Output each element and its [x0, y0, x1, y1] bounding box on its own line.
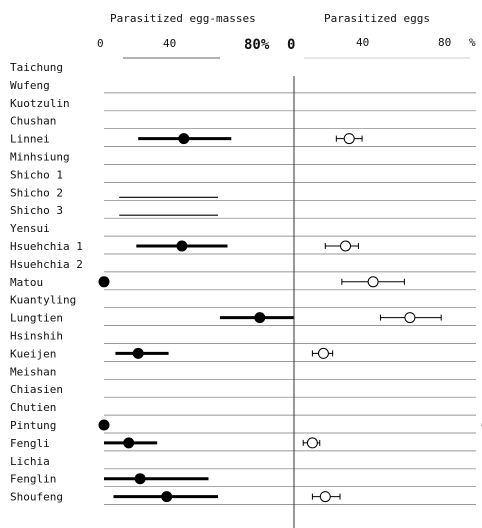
- egg-masses-point-5: [98, 419, 110, 431]
- rows: Taichung Wufeng Kuotzulin Chushan Linnei Minh…: [10, 61, 476, 505]
- egg-masses-point-3: [254, 312, 266, 324]
- site-label-11: Hsuehchia 2: [10, 258, 83, 271]
- site-label-7: Shicho 2: [10, 186, 63, 199]
- eggs-title: Parasitized eggs: [324, 12, 430, 25]
- egg-masses-point-2: [98, 276, 110, 288]
- egg-masses-point-8: [161, 491, 173, 503]
- egg-masses-point-4: [132, 347, 144, 359]
- site-label-10: Hsuehchia 1: [10, 240, 83, 253]
- left-tick-40: 40: [163, 37, 176, 50]
- site-label-6: Shicho 1: [10, 168, 63, 181]
- site-label-23: Fenglin: [10, 473, 56, 486]
- site-label-15: Hsinshih: [10, 330, 63, 343]
- egg-masses-title: Parasitized egg-masses: [110, 12, 256, 25]
- eggs-point-6: [306, 437, 318, 449]
- site-label-21: Fengli: [10, 437, 50, 450]
- egg-masses-point-0: [178, 133, 190, 145]
- eggs-point-1: [340, 240, 352, 252]
- eggs-point-4: [317, 347, 329, 359]
- site-label-20: Pintung: [10, 419, 56, 432]
- left-tick-80: 80%: [244, 37, 270, 53]
- eggs-point-2: [367, 276, 379, 288]
- site-label-12: Matou: [10, 276, 43, 289]
- site-label-9: Yensui: [10, 222, 50, 235]
- site-label-2: Kuotzulin: [10, 97, 70, 110]
- egg-masses-point-6: [123, 437, 135, 449]
- site-label-13: Kuantyling: [10, 294, 76, 307]
- left-tick-0: 0: [97, 37, 104, 50]
- site-label-8: Shicho 3: [10, 204, 63, 217]
- site-label-5: Minhsiung: [10, 151, 70, 164]
- site-label-0: Taichung: [10, 61, 63, 74]
- site-label-17: Meishan: [10, 365, 56, 378]
- right-tick-80: 80: [438, 36, 451, 49]
- site-label-18: Chiasien: [10, 383, 63, 396]
- right-tick-40: 40: [356, 36, 369, 49]
- marks: [98, 133, 482, 503]
- egg-masses-point-7: [134, 473, 146, 485]
- eggs-point-3: [404, 312, 416, 324]
- right-tick-percent: %: [469, 36, 476, 49]
- egg-masses-point-1: [176, 240, 188, 252]
- site-label-19: Chutien: [10, 401, 56, 414]
- site-label-24: Shoufeng: [10, 491, 63, 504]
- site-label-4: Linnei: [10, 133, 50, 146]
- right-tick-0: 0: [287, 37, 295, 53]
- site-label-14: Lungtien: [10, 312, 63, 325]
- site-label-1: Wufeng: [10, 79, 50, 92]
- site-label-3: Chushan: [10, 115, 56, 128]
- eggs-point-0: [343, 133, 355, 145]
- eggs-point-7: [319, 491, 331, 503]
- site-label-16: Kueijen: [10, 347, 56, 360]
- site-label-22: Lichia: [10, 455, 50, 468]
